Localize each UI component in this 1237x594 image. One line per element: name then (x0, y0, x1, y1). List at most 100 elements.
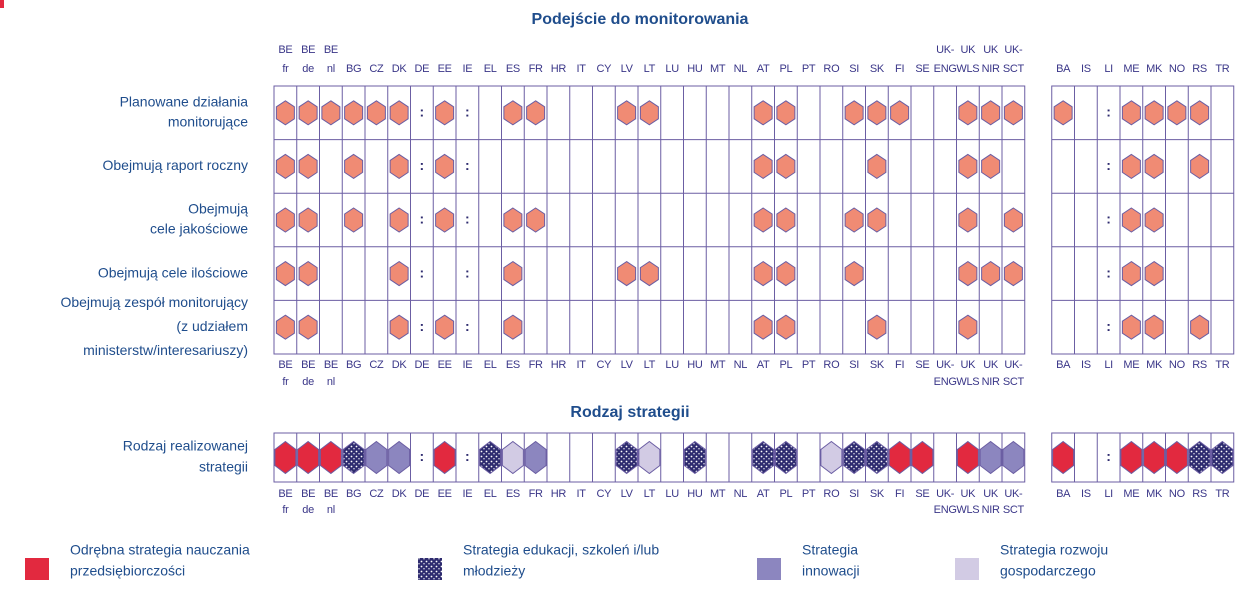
column-label: MT (710, 63, 726, 75)
column-label: LT (644, 63, 656, 75)
column-label: LU (665, 359, 679, 371)
column-label: SI (849, 359, 859, 371)
strategy-marker (615, 440, 638, 475)
monitoring-marker (1144, 207, 1164, 233)
column-label: EE (438, 359, 452, 371)
column-label: WLS (956, 376, 979, 388)
strategy-marker (524, 440, 547, 475)
monitoring-marker (1190, 314, 1210, 340)
strategy-marker (342, 440, 365, 475)
monitoring-marker (958, 100, 978, 126)
not-available: : (1106, 318, 1111, 334)
column-label: IE (462, 359, 472, 371)
column-label: HU (687, 63, 703, 75)
column-label: AT (757, 359, 770, 371)
monitoring-marker (776, 314, 796, 340)
column-label: ENG (934, 63, 957, 75)
column-label: BA (1056, 63, 1071, 75)
column-label: UK- (1004, 359, 1023, 371)
column-label: EL (484, 488, 497, 500)
column-label: DE (415, 63, 430, 75)
column-label: RS (1192, 488, 1207, 500)
monitoring-marker (1144, 314, 1164, 340)
monitoring-marker (1121, 260, 1141, 287)
row-label: Obejmują zespół monitorujący (60, 294, 248, 310)
column-label: UK- (936, 359, 955, 371)
column-label: PT (802, 359, 816, 371)
column-label: NIR (982, 376, 1000, 388)
monitoring-marker (890, 100, 910, 126)
column-label: PT (802, 63, 816, 75)
column-label: NO (1169, 359, 1186, 371)
monitoring-marker (503, 260, 523, 287)
not-available: : (465, 448, 470, 464)
not-available: : (420, 157, 425, 173)
strategy-marker (319, 440, 342, 475)
monitoring-marker (275, 100, 295, 126)
strategy-marker (774, 440, 797, 475)
not-available: : (465, 104, 470, 120)
column-label: UK (983, 359, 999, 371)
strategy-marker (479, 440, 502, 475)
column-label: CZ (369, 359, 384, 371)
column-label: DE (415, 359, 430, 371)
strategy-marker (843, 440, 866, 475)
monitoring-marker (867, 153, 887, 180)
column-label: FR (529, 63, 543, 75)
monitoring-marker (1144, 260, 1164, 287)
row-label: Rodzaj realizowanej (123, 438, 248, 454)
column-label: CY (597, 359, 613, 371)
monitoring-marker (435, 100, 455, 126)
column-label: SK (870, 359, 885, 371)
column-label: UK- (1004, 488, 1023, 500)
column-label: SCT (1003, 376, 1025, 388)
row-label: (z udziałem (176, 318, 248, 334)
column-label: IT (577, 488, 587, 500)
column-label: SK (870, 488, 885, 500)
strategy-marker (865, 440, 888, 475)
column-label: LV (621, 359, 634, 371)
column-label: HR (551, 488, 567, 500)
strategy-marker (1120, 440, 1143, 475)
column-label: IT (577, 359, 587, 371)
legend-label: Strategia (802, 542, 858, 558)
column-label: FI (895, 359, 904, 371)
legend-label: przedsiębiorczości (70, 563, 185, 579)
strategy-marker (1165, 440, 1188, 475)
monitoring-marker (958, 314, 978, 340)
column-label: WLS (956, 504, 979, 516)
strategy-marker (388, 440, 411, 475)
strategy-marker (365, 440, 388, 475)
column-label: EL (484, 359, 497, 371)
not-available: : (1106, 448, 1111, 464)
not-available: : (420, 211, 425, 227)
column-label: BE (301, 359, 315, 371)
column-label: WLS (956, 63, 979, 75)
monitoring-marker (1003, 100, 1023, 126)
column-label: SI (849, 488, 859, 500)
row-label: Obejmują raport roczny (102, 157, 248, 173)
column-label: LI (1104, 63, 1113, 75)
column-label: DE (415, 488, 430, 500)
monitoring-marker (1144, 100, 1164, 126)
monitoring-marker (844, 260, 864, 287)
column-label: LI (1104, 488, 1113, 500)
column-label: ME (1123, 488, 1139, 500)
column-label: ME (1123, 359, 1139, 371)
column-label: BE (324, 488, 338, 500)
column-label: ES (506, 488, 520, 500)
monitoring-marker (526, 207, 546, 233)
row-label: strategii (199, 459, 248, 475)
monitoring-marker (526, 100, 546, 126)
strategy-marker (888, 440, 911, 475)
legend-label: Strategia rozwoju (1000, 542, 1108, 558)
column-label: FR (529, 488, 543, 500)
column-label: CZ (369, 488, 384, 500)
column-label: BE (324, 44, 338, 56)
monitoring-marker (1121, 153, 1141, 180)
column-label: UK (961, 488, 977, 500)
monitoring-title: Podejście do monitorowania (532, 11, 749, 28)
column-label: LV (621, 63, 634, 75)
row-label: monitorujące (168, 114, 248, 130)
